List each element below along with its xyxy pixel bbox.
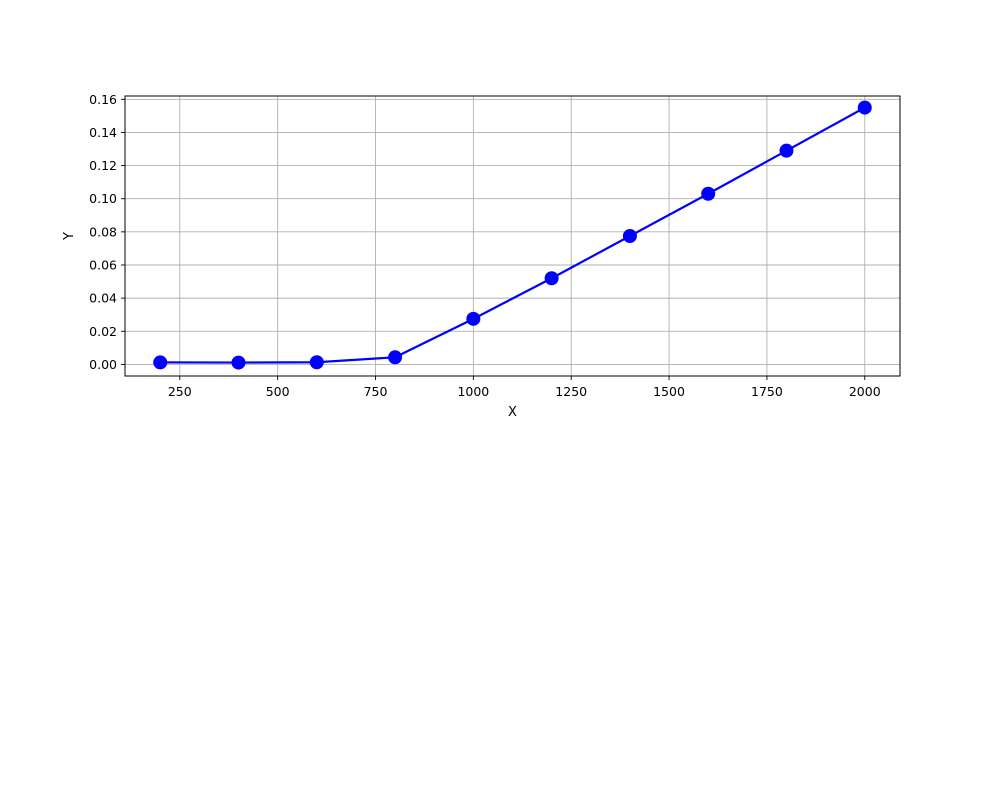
x-tick-label: 500	[266, 384, 290, 399]
x-tick-label: 1750	[751, 384, 783, 399]
x-tick-label: 2000	[849, 384, 881, 399]
y-tick-label: 0.12	[89, 158, 117, 173]
x-tick-label: 1500	[653, 384, 685, 399]
series-layer	[153, 100, 872, 370]
y-tick-label: 0.02	[89, 324, 117, 339]
y-tick-label: 0.10	[89, 191, 117, 206]
data-point	[622, 229, 637, 243]
data-point	[153, 355, 168, 370]
x-tick-label: 250	[168, 384, 192, 399]
plot-frame	[124, 95, 901, 377]
x-axis-label: X	[508, 405, 517, 420]
y-tick-label: 0.14	[89, 125, 117, 140]
data-point	[701, 186, 716, 201]
data-point	[544, 271, 559, 286]
axis-ticks: 250 500 750 1000 1250 1500 1750 2000 0.00 0.02 0.0…	[89, 92, 881, 399]
grid	[125, 96, 900, 376]
y-axis-label: Y	[62, 232, 77, 241]
data-point	[779, 143, 794, 158]
data-point	[857, 100, 872, 115]
data-point	[388, 350, 403, 365]
data-point	[231, 355, 246, 370]
data-point	[466, 311, 481, 326]
y-tick-label: 0.08	[89, 224, 117, 239]
x-tick-label: 1000	[457, 384, 489, 399]
data-point	[309, 355, 324, 370]
y-tick-label: 0.16	[89, 92, 117, 107]
x-tick-label: 750	[364, 384, 388, 399]
y-tick-label: 0.06	[89, 257, 117, 272]
y-tick-label: 0.00	[89, 357, 117, 372]
y-tick-label: 0.04	[89, 291, 117, 306]
x-tick-label: 1250	[555, 384, 587, 399]
series-line	[160, 106, 866, 364]
